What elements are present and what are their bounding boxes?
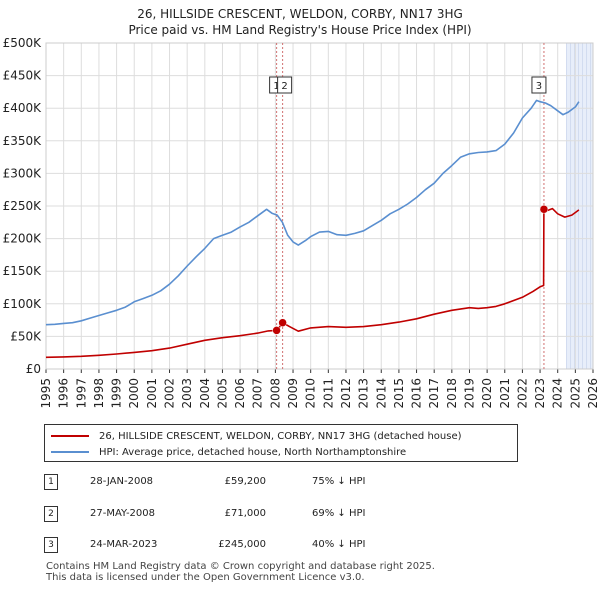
x-tick-label: 2001 (145, 378, 159, 409)
chart-subtitle: Price paid vs. HM Land Registry's House … (128, 23, 472, 37)
chart-legend: 26, HILLSIDE CRESCENT, WELDON, CORBY, NN… (44, 424, 518, 462)
marker-box-label: 1 (273, 81, 279, 92)
chart-title-block: 26, HILLSIDE CRESCENT, WELDON, CORBY, NN… (0, 6, 600, 38)
x-tick-label: 1999 (110, 378, 124, 409)
plot-border (45, 42, 594, 370)
footer-notice: Contains HM Land Registry data © Crown c… (46, 561, 435, 583)
property-price-line (45, 207, 580, 359)
x-tick-label: 2023 (533, 378, 547, 409)
x-tick-label: 2004 (198, 378, 212, 409)
x-tick-label: 2012 (339, 378, 353, 409)
marker-box-frame (277, 76, 293, 94)
footer-license: This data is licensed under the Open Gov… (46, 572, 365, 583)
transaction-price: £59,200 (224, 476, 266, 487)
x-tick-label: 2026 (586, 378, 600, 409)
x-tick-label: 2015 (392, 378, 406, 409)
x-tick-label: 2024 (551, 378, 565, 409)
y-tick-label: £50K (10, 329, 42, 343)
y-tick-label: £100K (3, 297, 43, 311)
x-tick-label: 2006 (233, 378, 247, 409)
transaction-point (272, 326, 281, 335)
transaction-price: £71,000 (224, 508, 266, 519)
transaction-date: 24-MAR-2023 (90, 539, 158, 550)
chart-title: 26, HILLSIDE CRESCENT, WELDON, CORBY, NN… (137, 7, 463, 21)
x-tick-label: 2011 (321, 378, 335, 409)
marker-box: 2 (277, 76, 293, 94)
transaction-point (278, 318, 287, 327)
x-tick-label: 2018 (445, 378, 459, 409)
x-tick-label: 2008 (268, 378, 282, 409)
x-tick-label: 2005 (215, 378, 229, 409)
y-tick-label: £500K (3, 36, 43, 50)
x-tick-label: 2014 (374, 378, 388, 409)
x-tick-label: 2016 (410, 378, 424, 409)
transaction-price: £245,000 (218, 539, 266, 550)
y-tick-label: £0 (26, 362, 41, 376)
legend-item-hpi: HPI: Average price, detached house, Nort… (51, 445, 406, 459)
transaction-hpi: 69% ↓ HPI (312, 508, 366, 519)
price-chart: £0 £50K £100K £150K £200K £250K £300K £350K £400… (3, 36, 600, 409)
legend-line-hpi (51, 451, 89, 453)
x-tick-label: 2019 (462, 378, 476, 409)
x-tick-label: 2010 (304, 378, 318, 409)
x-tick-label: 2009 (286, 378, 300, 409)
x-tick-label: 2022 (515, 378, 529, 409)
hpi-line (45, 99, 580, 326)
y-tick-label: £250K (3, 199, 43, 213)
x-tick-label: 2021 (498, 378, 512, 409)
x-tick-label: 1995 (39, 378, 53, 409)
y-tick-label: £450K (3, 69, 43, 83)
x-tick-label: 2020 (480, 378, 494, 409)
transaction-number: 2 (44, 506, 58, 522)
transaction-date: 27-MAY-2008 (90, 508, 156, 519)
y-tick-label: £350K (3, 134, 43, 148)
x-tick-label: 2000 (127, 378, 141, 409)
transaction-hpi: 75% ↓ HPI (312, 476, 366, 487)
x-tick-label: 2007 (251, 378, 265, 409)
x-tick-label: 2002 (163, 378, 177, 409)
x-tick-label: 2013 (357, 378, 371, 409)
legend-item-property: 26, HILLSIDE CRESCENT, WELDON, CORBY, NN… (51, 429, 462, 443)
y-tick-label: £200K (3, 232, 43, 246)
transaction-date: 28-JAN-2008 (90, 476, 154, 487)
y-tick-label: £150K (3, 264, 43, 278)
legend-label-hpi: HPI: Average price, detached house, Nort… (99, 446, 407, 458)
transaction-number: 3 (44, 537, 58, 553)
transaction-number: 1 (44, 474, 58, 490)
x-tick-label: 1997 (74, 378, 88, 409)
legend-line-property (51, 435, 89, 437)
x-tick-label: 2003 (180, 378, 194, 409)
marker-box-label: 3 (536, 81, 542, 92)
footer-copyright: Contains HM Land Registry data © Crown c… (46, 561, 435, 572)
transaction-hpi: 40% ↓ HPI (312, 539, 366, 550)
legend-label-property: 26, HILLSIDE CRESCENT, WELDON, CORBY, NN… (99, 430, 462, 442)
y-tick-label: £300K (3, 166, 43, 180)
marker-box-frame (531, 76, 547, 94)
x-tick-label: 2017 (427, 378, 441, 409)
x-tick-label: 1998 (92, 378, 106, 409)
marker-box-label: 2 (281, 81, 287, 92)
x-tick-label: 1996 (57, 378, 71, 409)
marker-box: 3 (531, 76, 547, 94)
x-tick-label: 2025 (568, 378, 582, 409)
y-tick-label: £400K (3, 101, 43, 115)
transaction-point (539, 205, 549, 214)
